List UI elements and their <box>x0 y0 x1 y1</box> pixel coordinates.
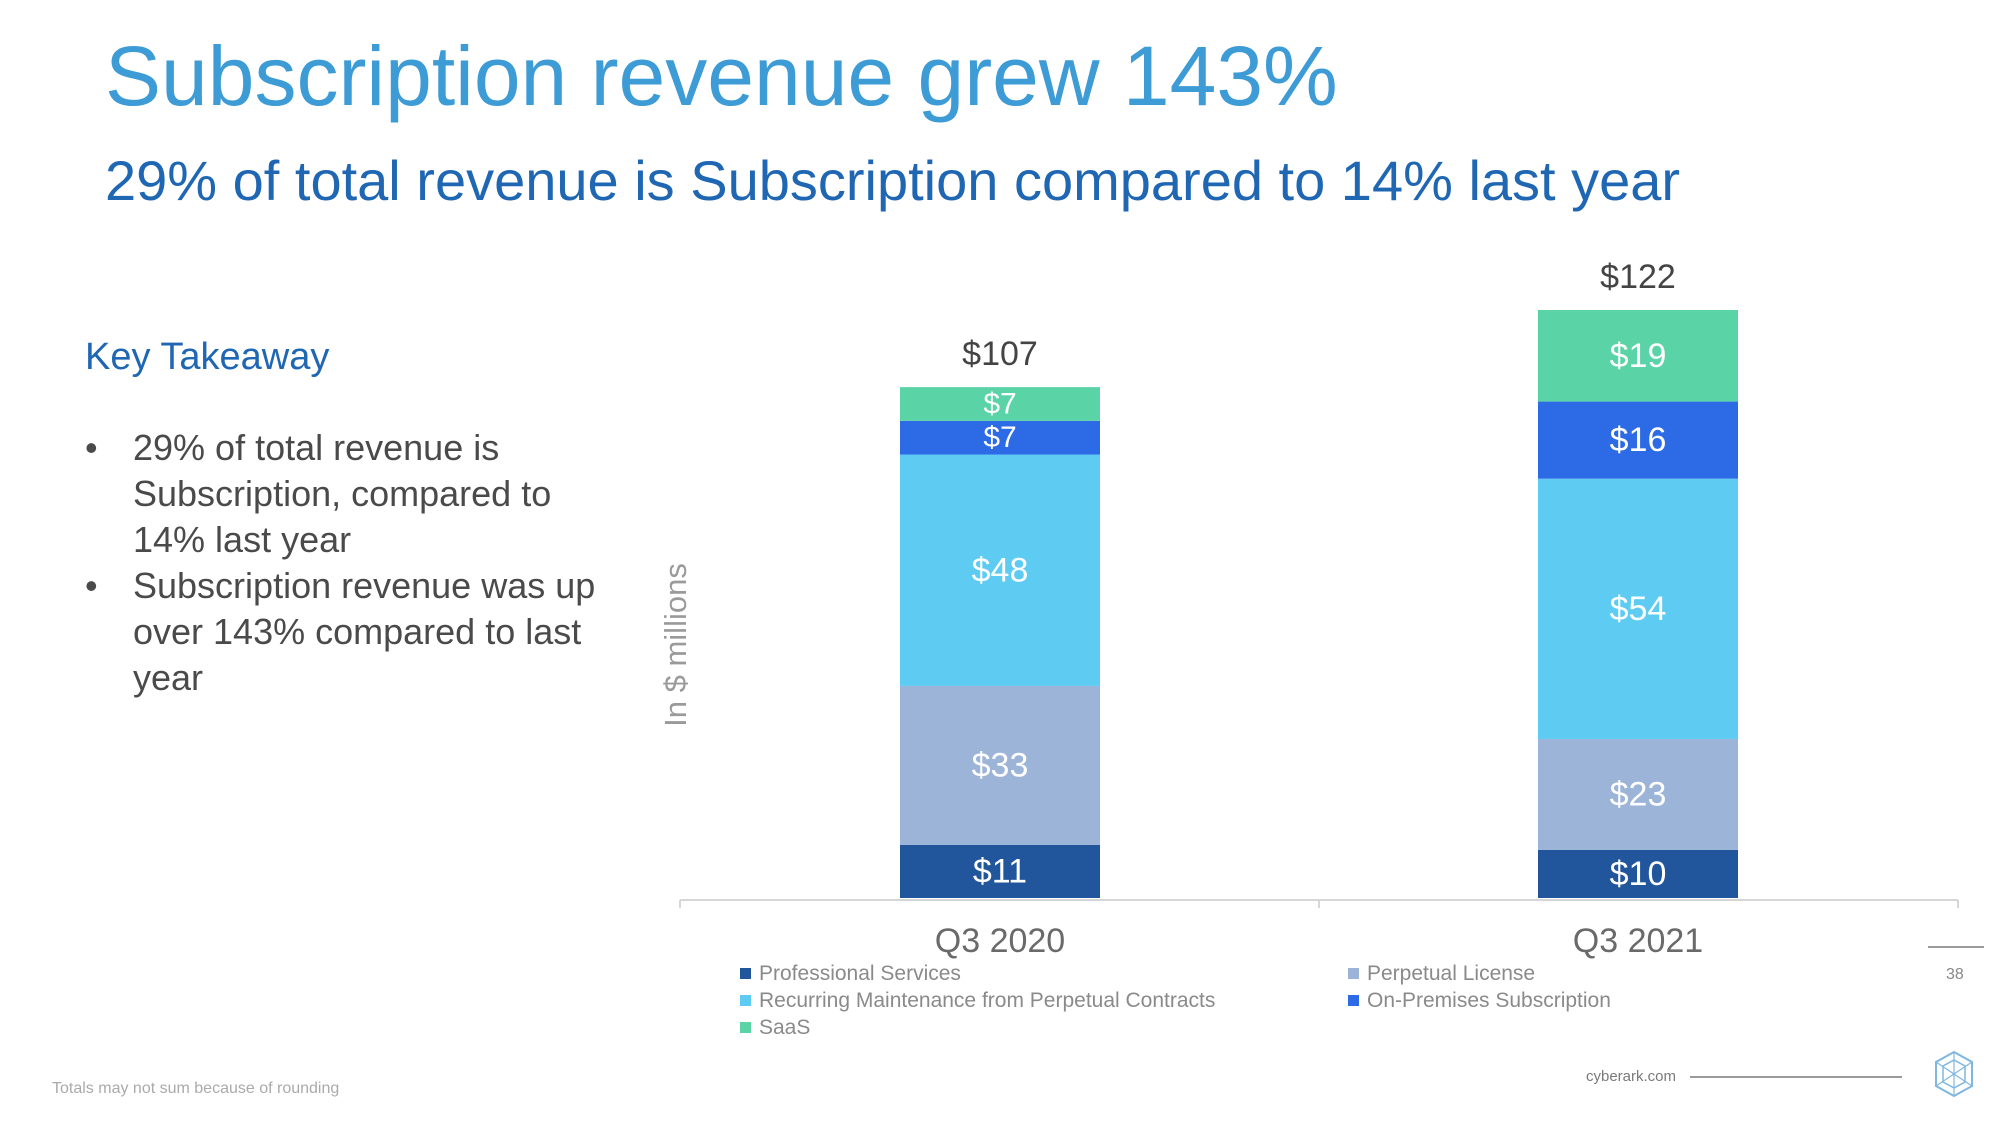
legend-label: Recurring Maintenance from Perpetual Con… <box>759 989 1216 1012</box>
bar-segment-label: $10 <box>1610 855 1667 893</box>
legend-item: SaaS <box>740 1014 1215 1041</box>
bar-segment <box>900 420 1100 455</box>
bar-segment <box>1538 849 1738 898</box>
takeaway-list: • 29% of total revenue is Subscription, … <box>85 425 605 701</box>
legend-swatch <box>740 1022 751 1033</box>
slide-title: Subscription revenue grew 143% <box>105 29 1338 123</box>
y-axis-label: In $ millions <box>658 563 693 727</box>
bar-segment <box>1538 738 1738 850</box>
takeaway-bullet-text: Subscription revenue was up over 143% co… <box>133 565 596 698</box>
key-takeaway-title: Key Takeaway <box>85 336 330 378</box>
bar-segment-label: $48 <box>972 551 1029 589</box>
takeaway-bullet: • 29% of total revenue is Subscription, … <box>85 425 605 563</box>
legend-left: Professional Services Recurring Maintena… <box>740 960 1215 1041</box>
bar-segment-label: $7 <box>983 387 1016 420</box>
bar-segment-label: $33 <box>972 746 1029 784</box>
bar-segment <box>1538 478 1738 739</box>
legend-label: SaaS <box>759 1016 811 1039</box>
legend-item: On-Premises Subscription <box>1348 987 1611 1014</box>
page-divider <box>1928 946 1984 948</box>
footnote: Totals may not sum because of rounding <box>52 1080 340 1097</box>
bar-segment <box>1538 310 1738 402</box>
bar-segment <box>900 387 1100 421</box>
bar-segment-label: $23 <box>1610 775 1667 813</box>
legend-swatch <box>740 995 751 1006</box>
x-tick-label: Q3 2020 <box>935 922 1065 960</box>
bar-segment <box>900 844 1100 898</box>
bar-total-label: $107 <box>962 335 1038 373</box>
slide-subtitle: 29% of total revenue is Subscription com… <box>105 149 1681 212</box>
legend-swatch <box>1348 968 1359 979</box>
bar-total-label: $122 <box>1600 258 1676 296</box>
bullet-dot-icon: • <box>85 427 98 468</box>
bullet-dot-icon: • <box>85 565 98 606</box>
legend-item: Professional Services <box>740 960 1215 987</box>
bar-segment-label: $11 <box>973 852 1027 890</box>
legend-swatch <box>740 968 751 979</box>
bar-segment <box>900 454 1100 686</box>
bar-segment-label: $19 <box>1610 337 1667 375</box>
footer-divider <box>1690 1076 1902 1078</box>
bar-segment-label: $54 <box>1610 590 1667 628</box>
bar-segment-label: $7 <box>983 421 1016 454</box>
legend-swatch <box>1348 995 1359 1006</box>
page-number: 38 <box>1946 966 1964 983</box>
legend-label: Perpetual License <box>1367 962 1536 985</box>
takeaway-bullet-text: 29% of total revenue is Subscription, co… <box>133 427 552 560</box>
site-link[interactable]: cyberark.com <box>1586 1068 1677 1085</box>
bar-segment-label: $16 <box>1610 421 1667 459</box>
legend-item: Perpetual License <box>1348 960 1611 987</box>
bar-segment <box>1538 401 1738 479</box>
legend-label: Professional Services <box>759 962 961 985</box>
legend-right: Perpetual License On-Premises Subscripti… <box>1348 960 1611 1014</box>
takeaway-bullet: • Subscription revenue was up over 143% … <box>85 563 605 701</box>
legend-item: Recurring Maintenance from Perpetual Con… <box>740 987 1215 1014</box>
x-tick-label: Q3 2021 <box>1573 922 1703 960</box>
bar-segment <box>900 685 1100 845</box>
cyberark-logo-icon <box>1935 1050 1973 1098</box>
legend-label: On-Premises Subscription <box>1367 989 1611 1012</box>
